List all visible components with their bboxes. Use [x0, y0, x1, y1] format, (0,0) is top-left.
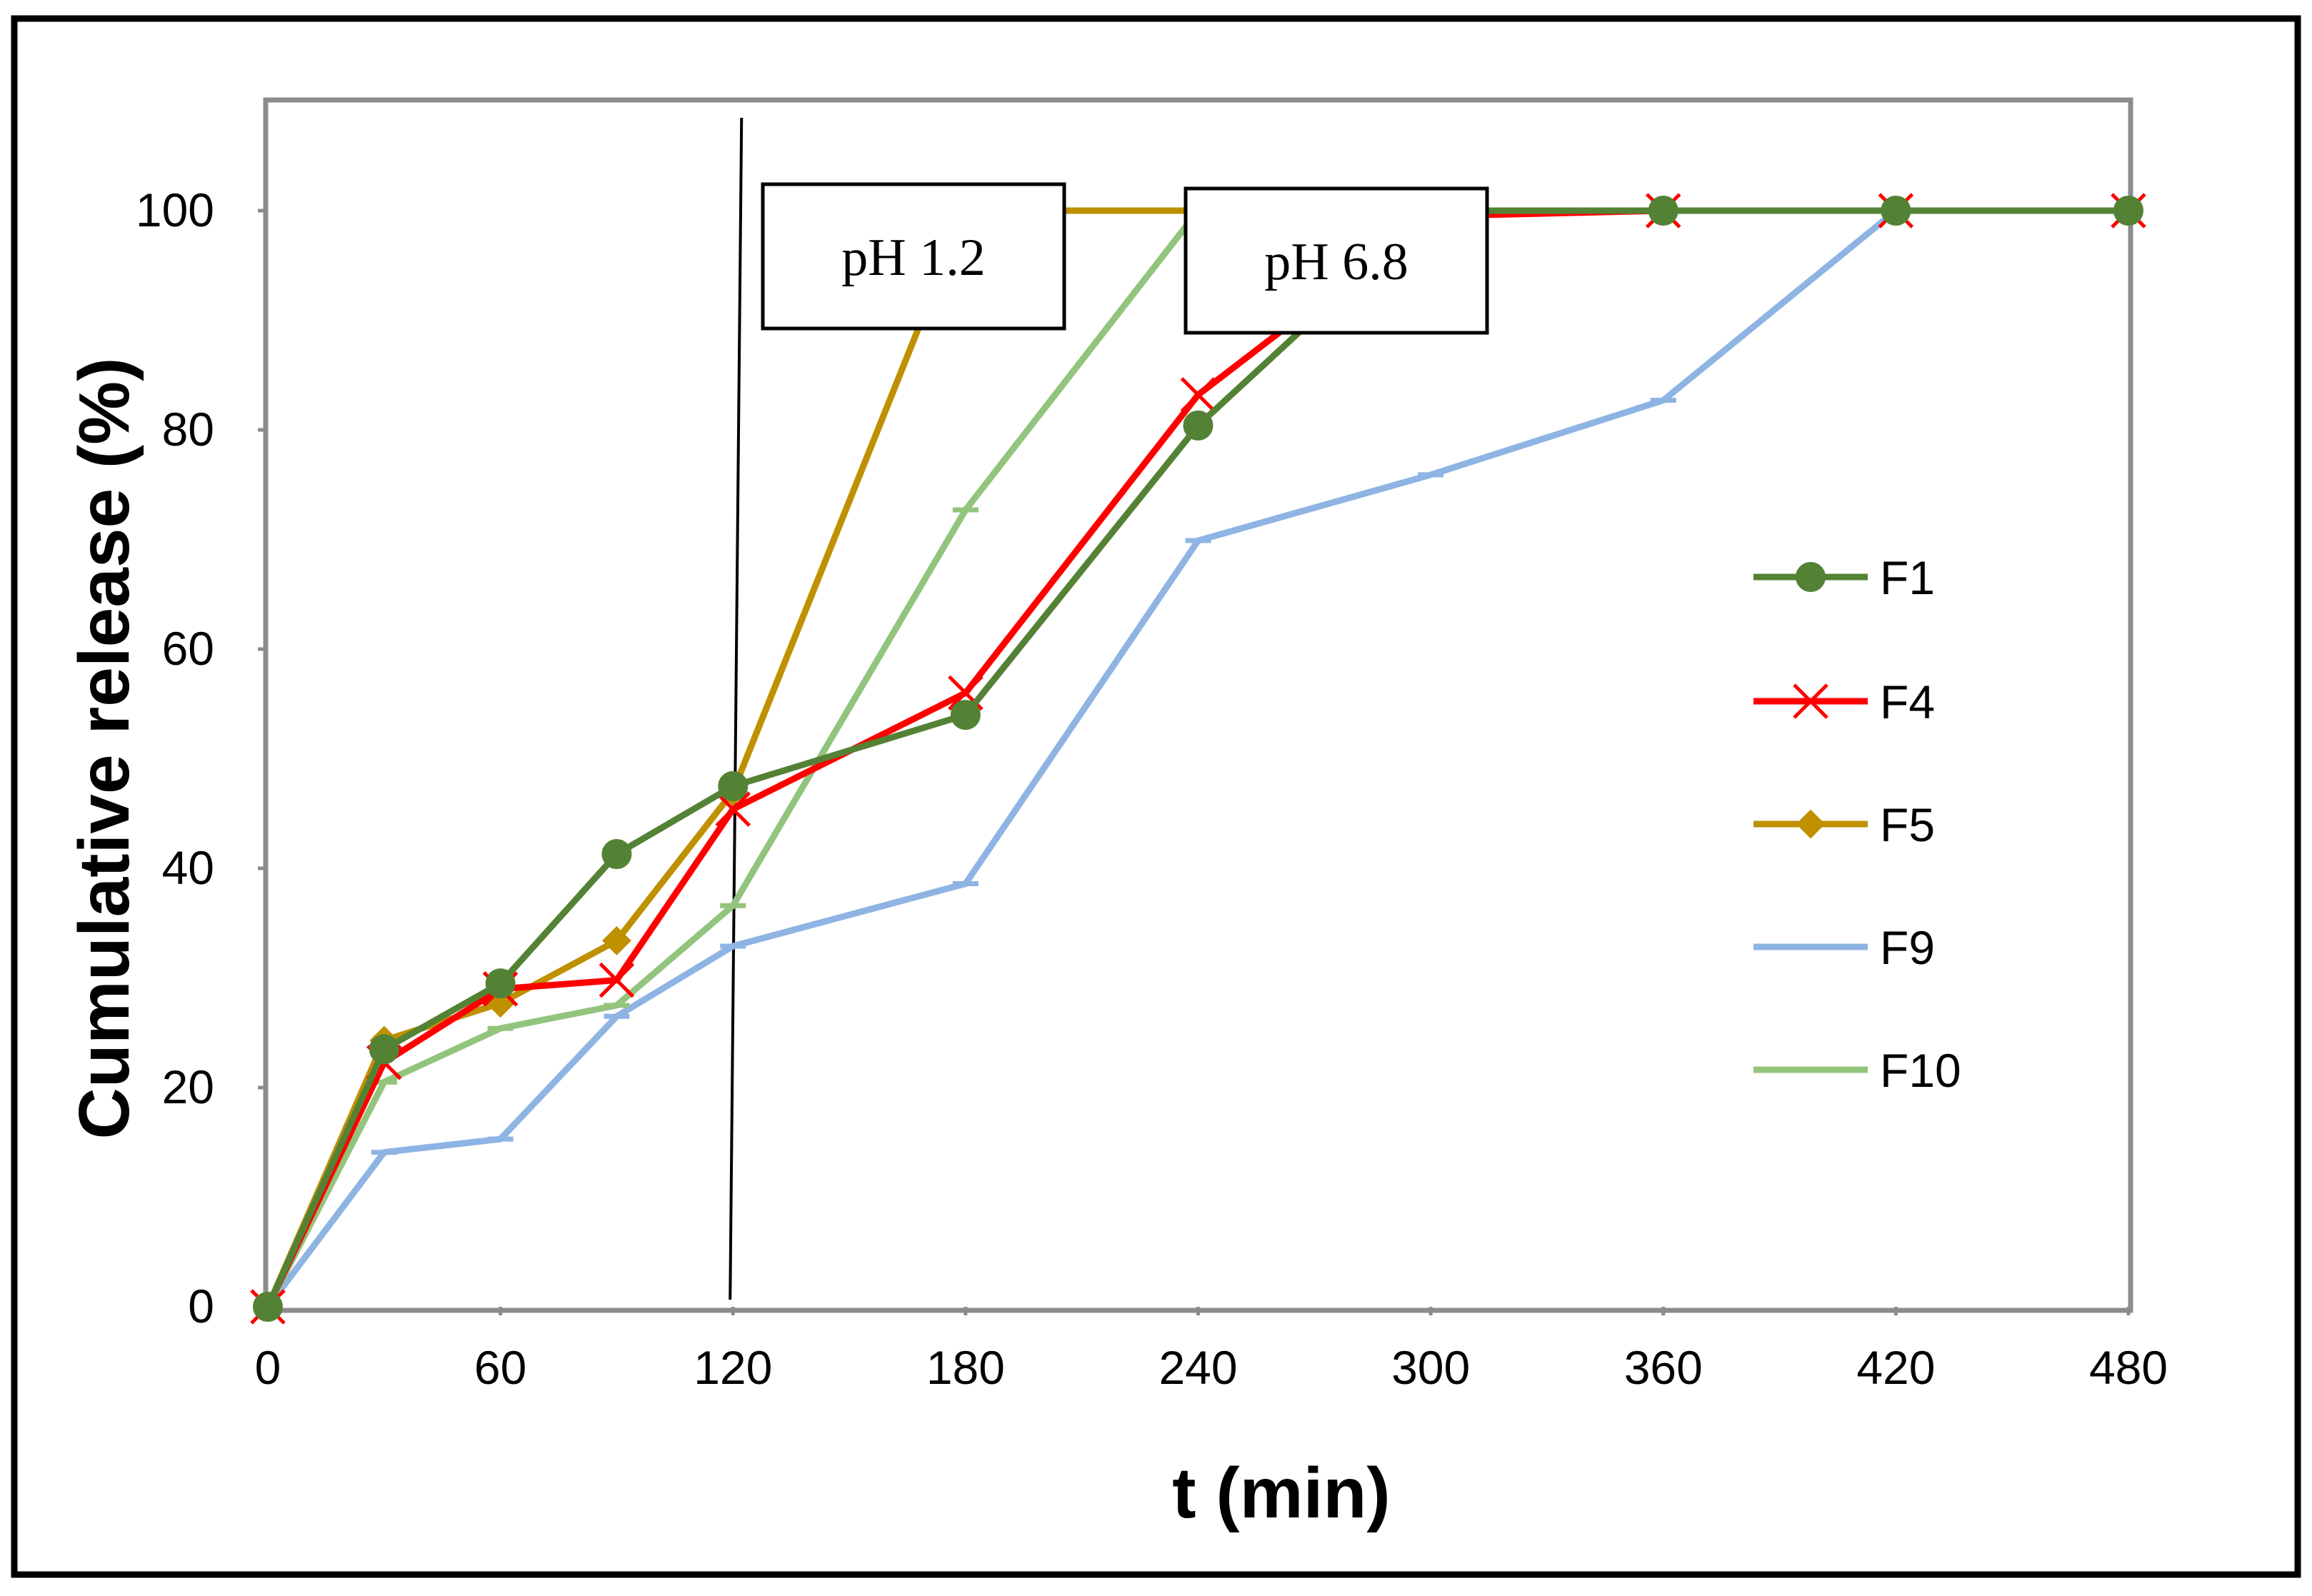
legend-layer: F1 F4 F5 F9 F10	[1753, 551, 1961, 1097]
x-axis-label: t (min)	[1172, 1453, 1390, 1533]
divider-layer	[729, 117, 744, 1300]
y-tick-label: 100	[136, 184, 214, 236]
data-point	[602, 925, 631, 955]
legend-item-f10: F10	[1753, 1044, 1961, 1097]
x-tick-label: 480	[2089, 1341, 2168, 1394]
legend-item-f5: F5	[1753, 798, 1935, 851]
ph-divider-line	[729, 117, 744, 1300]
data-point	[950, 700, 981, 731]
data-point	[1796, 809, 1826, 839]
data-point	[253, 1292, 283, 1322]
legend-label: F10	[1880, 1044, 1961, 1097]
axes-layer: 0 60 120 180 240 300 360 420 480 0 20 40 60 80 100	[136, 184, 2168, 1394]
y-tick-label: 60	[162, 622, 214, 675]
y-tick-label: 20	[162, 1060, 214, 1113]
data-point	[1648, 196, 1678, 226]
series-layer	[250, 193, 2146, 1325]
data-point	[599, 962, 635, 998]
data-point	[601, 839, 632, 870]
data-point	[1183, 410, 1213, 441]
data-point	[485, 968, 516, 999]
y-tick-label: 80	[162, 403, 214, 456]
x-tick-label: 300	[1391, 1341, 1470, 1394]
x-tick-label: 240	[1158, 1341, 1237, 1394]
x-tick-label: 180	[926, 1341, 1005, 1394]
data-point	[718, 771, 749, 801]
legend-label: F4	[1880, 676, 1935, 728]
legend-label: F5	[1880, 798, 1935, 851]
data-point-stroke	[1180, 377, 1216, 413]
x-tick-label: 120	[694, 1341, 772, 1394]
y-tick-label: 0	[188, 1280, 214, 1332]
data-point	[2113, 196, 2143, 226]
legend-label: F1	[1880, 551, 1935, 604]
ph-annotation-label: pH 6.8	[1264, 233, 1408, 291]
data-point	[1881, 196, 1911, 226]
y-axis-label: Cumulative release (%)	[64, 358, 144, 1140]
ph-annotation-frame	[1183, 186, 1489, 335]
x-tick-label: 360	[1624, 1341, 1703, 1394]
ph-annotation-box: pH 1.2	[761, 182, 1066, 331]
ph-annotation-label: pH 1.2	[841, 229, 985, 287]
x-tick-label: 420	[1856, 1341, 1935, 1394]
data-point	[1180, 377, 1216, 413]
data-point	[1793, 683, 1828, 719]
legend-item-f4: F4	[1753, 676, 1935, 728]
data-point	[369, 1034, 399, 1065]
data-point	[1796, 562, 1826, 592]
annotation-layer: pH 1.2 pH 6.8	[761, 182, 1489, 335]
ph-annotation-box: pH 6.8	[1183, 186, 1489, 335]
data-point-stroke	[948, 675, 984, 711]
data-point	[715, 791, 751, 827]
x-tick-label: 0	[255, 1341, 281, 1394]
ph-annotation-frame	[761, 182, 1066, 331]
x-tick-label: 60	[474, 1341, 526, 1394]
data-point-stroke	[599, 962, 635, 998]
legend-label: F9	[1880, 921, 1935, 974]
y-tick-label: 40	[162, 841, 214, 894]
legend-item-f9: F9	[1753, 921, 1935, 974]
legend-item-f1: F1	[1753, 551, 1935, 604]
data-point-stroke	[1793, 683, 1828, 719]
data-point-stroke	[715, 791, 751, 827]
